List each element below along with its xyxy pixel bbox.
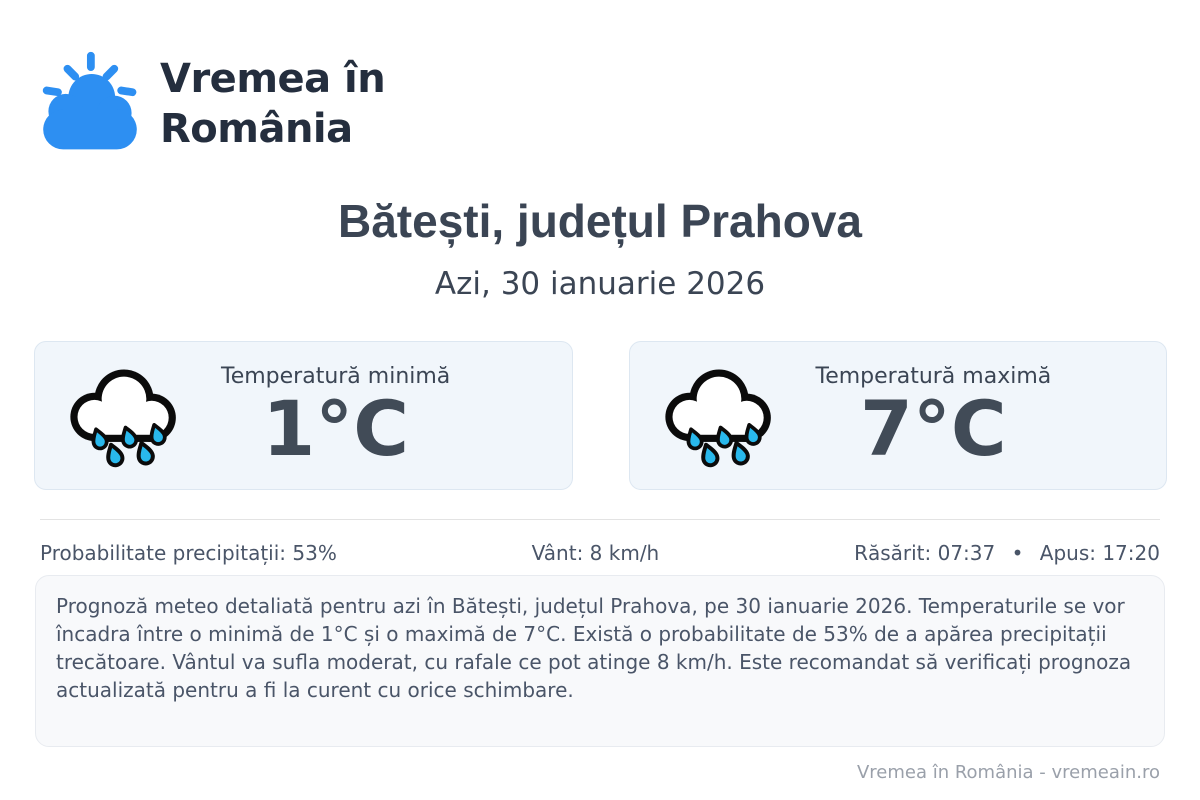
brand-name: Vremea în România [160,40,386,154]
stats-row: Probabilitate precipitații: 53% Vânt: 8 … [40,541,1160,565]
max-temp-label: Temperatură maximă [815,364,1052,389]
forecast-summary-box: Prognoză meteo detaliată pentru azi în B… [35,575,1165,747]
sun-behind-cloud-logo-icon [38,40,142,160]
min-temp-text: Temperatură minimă 1°C [221,364,450,467]
page-title: Bătești, județul Prahova [337,195,862,247]
bullet-separator: • [1011,541,1024,565]
max-temp-value: 7°C [860,384,1007,473]
max-temp-card: Temperatură maximă 7°C [628,341,1167,490]
temperature-cards-row: Temperatură minimă 1°C [34,341,1167,490]
min-temp-value: 1°C [262,384,409,473]
brand-name-line1: Vremea în [160,56,386,102]
date-subtitle: Azi, 30 ianuarie 2026 [434,266,766,302]
sunrise-text: Răsărit: 07:37 [854,541,996,565]
rain-cloud-icon [65,355,183,477]
precipitation-stat: Probabilitate precipitații: 53% [40,541,337,565]
footer-credit: Vremea în România - vremeain.ro [856,762,1160,783]
forecast-text: Prognoză meteo detaliată pentru azi în B… [56,594,1132,702]
max-temp-text: Temperatură maximă 7°C [816,364,1052,467]
min-temp-label: Temperatură minimă [221,364,451,389]
brand-header: Vremea în România [38,40,386,160]
sunset-text: Apus: 17:20 [1039,541,1160,565]
rain-cloud-icon [660,355,778,477]
brand-name-line2: România [160,106,353,152]
sun-times-stat: Răsărit: 07:37 • Apus: 17:20 [854,541,1160,565]
min-temp-card: Temperatură minimă 1°C [34,341,573,490]
divider [40,519,1160,520]
wind-stat: Vânt: 8 km/h [531,541,660,565]
